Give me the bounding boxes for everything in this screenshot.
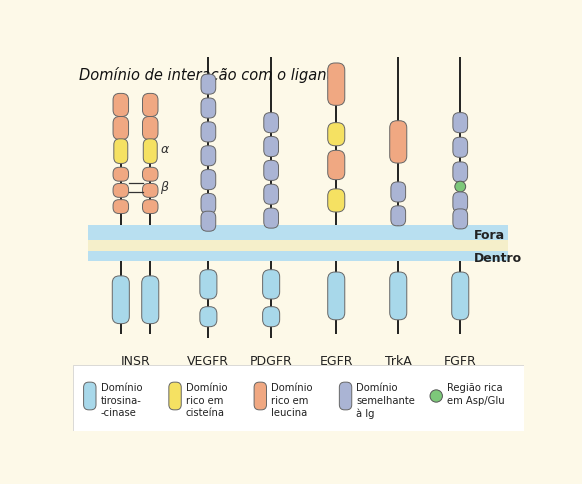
Text: Dentro: Dentro — [473, 251, 521, 264]
FancyBboxPatch shape — [328, 151, 345, 180]
FancyBboxPatch shape — [84, 382, 96, 410]
Ellipse shape — [455, 182, 466, 193]
Text: Domínio
rico em
cisteína: Domínio rico em cisteína — [186, 382, 228, 417]
FancyBboxPatch shape — [113, 94, 129, 117]
Ellipse shape — [430, 390, 442, 402]
Text: Domínio
tirosina-
-cinase: Domínio tirosina- -cinase — [101, 382, 142, 417]
FancyBboxPatch shape — [113, 168, 129, 182]
Text: TrkA: TrkA — [385, 354, 411, 367]
FancyBboxPatch shape — [254, 382, 267, 410]
FancyBboxPatch shape — [113, 117, 129, 140]
FancyBboxPatch shape — [201, 147, 216, 166]
Bar — [73, 365, 524, 431]
FancyBboxPatch shape — [328, 272, 345, 320]
Text: INSR: INSR — [120, 354, 150, 367]
Text: Fora: Fora — [473, 228, 505, 242]
FancyBboxPatch shape — [200, 270, 217, 300]
FancyBboxPatch shape — [328, 189, 345, 212]
Text: Região rica
em Asp/Glu: Região rica em Asp/Glu — [447, 382, 505, 405]
FancyBboxPatch shape — [143, 117, 158, 140]
FancyBboxPatch shape — [143, 94, 158, 117]
Text: $\beta$: $\beta$ — [159, 179, 169, 196]
FancyBboxPatch shape — [200, 307, 217, 327]
FancyBboxPatch shape — [142, 276, 159, 324]
FancyBboxPatch shape — [391, 206, 406, 227]
Text: Domínio de interação com o ligante: Domínio de interação com o ligante — [79, 67, 341, 83]
FancyBboxPatch shape — [391, 182, 406, 202]
FancyBboxPatch shape — [264, 209, 279, 228]
FancyBboxPatch shape — [390, 121, 407, 164]
FancyBboxPatch shape — [264, 185, 279, 205]
Text: PDGFR: PDGFR — [250, 354, 293, 367]
Text: EGFR: EGFR — [320, 354, 353, 367]
FancyBboxPatch shape — [201, 212, 216, 232]
FancyBboxPatch shape — [262, 307, 280, 327]
FancyBboxPatch shape — [453, 193, 467, 212]
FancyBboxPatch shape — [143, 184, 158, 198]
FancyBboxPatch shape — [453, 138, 467, 158]
FancyBboxPatch shape — [113, 200, 129, 214]
FancyBboxPatch shape — [112, 276, 129, 324]
FancyBboxPatch shape — [262, 270, 280, 300]
Bar — [88, 252, 508, 262]
FancyBboxPatch shape — [201, 194, 216, 214]
FancyBboxPatch shape — [452, 272, 469, 320]
FancyBboxPatch shape — [201, 122, 216, 143]
FancyBboxPatch shape — [169, 382, 181, 410]
FancyBboxPatch shape — [328, 64, 345, 106]
FancyBboxPatch shape — [113, 184, 129, 198]
Text: $\alpha$: $\alpha$ — [159, 142, 169, 155]
Text: FGFR: FGFR — [444, 354, 477, 367]
Text: VEGFR: VEGFR — [187, 354, 229, 367]
FancyBboxPatch shape — [143, 200, 158, 214]
FancyBboxPatch shape — [339, 382, 352, 410]
FancyBboxPatch shape — [201, 75, 216, 95]
FancyBboxPatch shape — [201, 170, 216, 190]
FancyBboxPatch shape — [453, 113, 467, 134]
FancyBboxPatch shape — [143, 168, 158, 182]
FancyBboxPatch shape — [264, 137, 279, 157]
FancyBboxPatch shape — [201, 99, 216, 119]
Bar — [88, 226, 508, 241]
FancyBboxPatch shape — [264, 113, 279, 134]
FancyBboxPatch shape — [328, 123, 345, 147]
Bar — [88, 241, 508, 252]
FancyBboxPatch shape — [390, 272, 407, 320]
FancyBboxPatch shape — [453, 210, 467, 229]
FancyBboxPatch shape — [453, 163, 467, 182]
FancyBboxPatch shape — [143, 139, 157, 164]
FancyBboxPatch shape — [264, 161, 279, 181]
Text: Domínio
rico em
leucina: Domínio rico em leucina — [271, 382, 313, 417]
FancyBboxPatch shape — [114, 139, 128, 164]
Text: Domínio
semelhante
à Ig: Domínio semelhante à Ig — [356, 382, 416, 418]
